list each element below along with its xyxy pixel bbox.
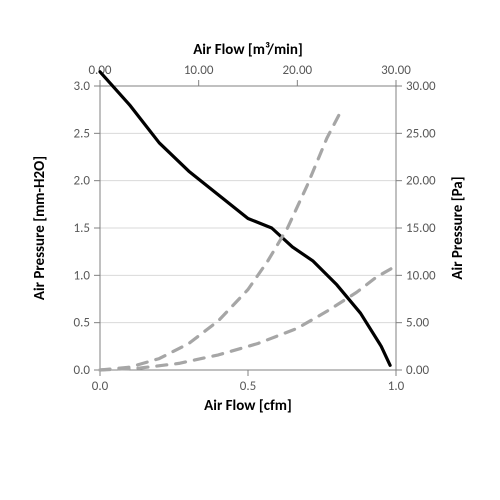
y-right-tick: 5.00 [406,316,429,331]
x-bottom-tick: 1.0 [388,379,405,394]
y-left-tick: 2.5 [74,126,90,141]
y-left-tick: 0.0 [74,363,91,378]
y-left-tick: 1.0 [74,268,91,283]
x-top-title: Air Flow [m³/min] [193,41,303,59]
y-right-tick: 0.00 [406,363,429,378]
y-right-tick: 15.00 [406,221,436,236]
x-bottom-tick: 0.0 [92,379,109,394]
y-left-tick: 3.0 [74,79,91,94]
y-right-tick: 10.00 [406,268,436,283]
x-top-tick: 10.00 [184,63,214,78]
y-right-tick: 20.00 [406,174,436,189]
fan-performance-chart: 0.00.51.00.0010.0020.0030.000.00.51.01.5… [0,0,500,500]
y-right-tick: 30.00 [406,79,436,94]
y-right-tick: 25.00 [406,126,436,141]
x-top-tick: 20.00 [283,63,313,78]
y-left-title: Air Pressure [mm-H2O] [31,156,49,300]
y-left-tick: 1.5 [74,221,90,236]
x-bottom-title: Air Flow [cfm] [204,397,292,415]
x-bottom-tick: 0.5 [240,379,256,394]
y-left-tick: 2.0 [74,174,91,189]
y-right-title: Air Pressure [Pa] [449,176,467,279]
y-left-tick: 0.5 [74,316,90,331]
x-top-tick: 30.00 [381,63,411,78]
